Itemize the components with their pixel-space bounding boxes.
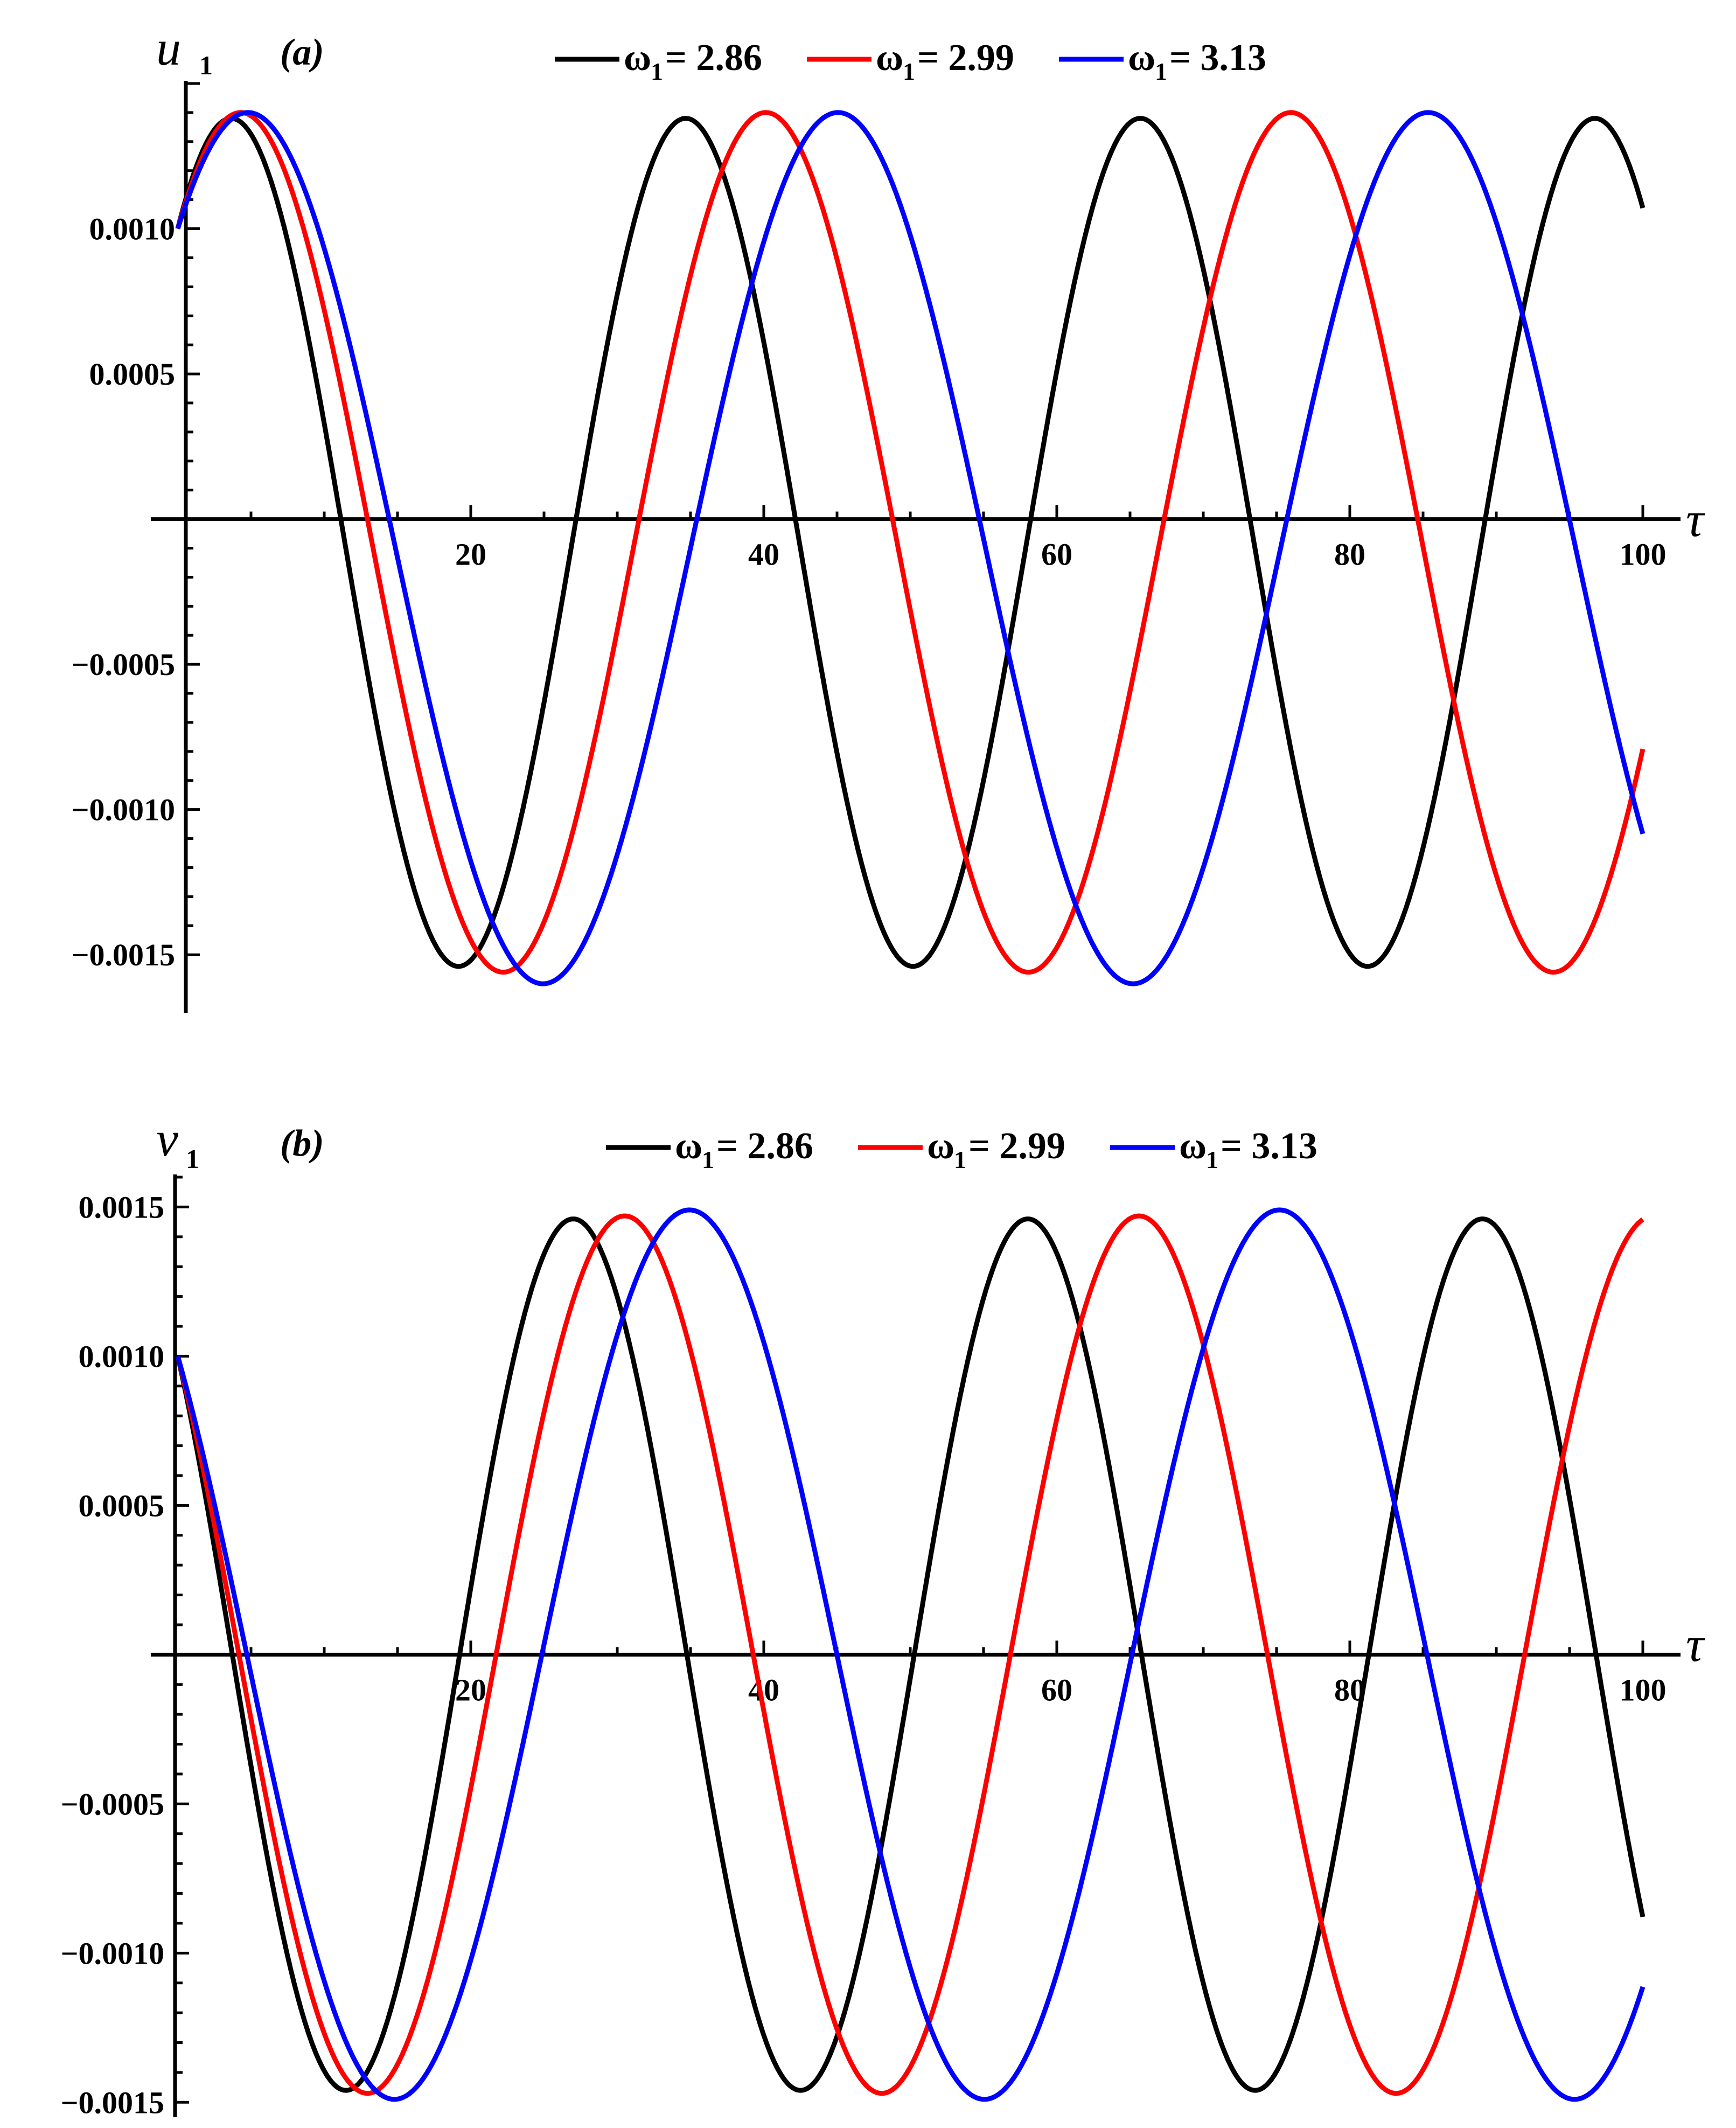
b-x-tick-label: 100 — [1620, 1672, 1667, 1707]
a-legend-subscript: 1 — [903, 58, 915, 85]
a-legend-subscript: 1 — [1155, 58, 1167, 85]
a-legend-subscript: 1 — [651, 58, 663, 85]
a-x-tick-label: 40 — [748, 537, 779, 572]
b-y-tick-label: −0.0015 — [60, 2085, 164, 2120]
panel-b-ylabel: v — [156, 1111, 178, 1166]
panel-b-plot: (b) v 1 τ 20 40 60 80 100 0.00150.00100.0005… — [60, 1111, 1705, 2120]
b-legend-symbol: ω — [675, 1125, 702, 1167]
a-legend-value: = 3.13 — [1169, 37, 1266, 79]
a-x-tick-label: 100 — [1620, 537, 1667, 572]
a-series-line-2 — [175, 110, 1646, 975]
a-y-tick-label: −0.0015 — [71, 937, 175, 972]
b-y-tick-label: −0.0010 — [60, 1936, 164, 1971]
a-x-tick-label: 80 — [1334, 537, 1365, 572]
b-legend-subscript: 1 — [1206, 1146, 1218, 1173]
b-y-tick-label: 0.0015 — [79, 1190, 165, 1225]
panel-a-legend: ω1 = 2.86 ω1 = 2.99 ω1 = 3.13 — [555, 37, 1266, 85]
b-series-line-3 — [175, 1207, 1646, 2102]
b-legend-item-3: ω1 = 3.13 — [1110, 1125, 1317, 1173]
a-series-line-3 — [175, 110, 1646, 986]
b-legend-item-2: ω1 = 2.99 — [858, 1125, 1065, 1173]
panel-b-legend: ω1 = 2.86 ω1 = 2.99 ω1 = 3.13 — [606, 1125, 1317, 1173]
b-series-line-1 — [175, 1216, 1646, 2093]
a-legend-item-3: ω1 = 3.13 — [1059, 37, 1266, 85]
panel-a-label: (a) — [280, 32, 324, 73]
panel-b-xlabel: τ — [1686, 1617, 1705, 1672]
panel-b-ylabel-subscript: 1 — [186, 1144, 199, 1174]
a-legend-symbol: ω — [876, 37, 903, 79]
b-y-tick-label: 0.0010 — [79, 1339, 165, 1374]
b-legend-subscript: 1 — [954, 1146, 966, 1173]
panel-a-ylabel: u — [156, 20, 181, 75]
b-series-line-2 — [175, 1213, 1644, 2096]
a-legend-value: = 2.99 — [917, 37, 1014, 79]
b-legend-subscript: 1 — [702, 1146, 714, 1173]
b-legend-symbol: ω — [927, 1125, 954, 1167]
b-y-tick-label: −0.0005 — [60, 1786, 164, 1821]
a-y-tick-label: 0.0010 — [89, 212, 176, 247]
a-legend-value: = 2.86 — [665, 37, 762, 79]
b-y-tick-label: 0.0005 — [79, 1488, 165, 1523]
a-legend-symbol: ω — [624, 37, 651, 79]
b-legend-item-1: ω1 = 2.86 — [606, 1125, 813, 1173]
panel-a-xlabel: τ — [1686, 492, 1705, 547]
a-legend-symbol: ω — [1128, 37, 1155, 79]
b-x-tick-label: 20 — [455, 1672, 486, 1707]
a-y-tick-label: 0.0005 — [89, 357, 176, 392]
b-legend-value: = 2.99 — [968, 1125, 1065, 1167]
a-x-tick-label: 60 — [1041, 537, 1072, 572]
a-legend-item-2: ω1 = 2.99 — [807, 37, 1014, 85]
b-legend-value: = 2.86 — [716, 1125, 813, 1167]
a-series-line-1 — [175, 116, 1646, 969]
panel-b-label: (b) — [280, 1123, 324, 1164]
b-legend-value: = 3.13 — [1221, 1125, 1317, 1167]
panel-a-ylabel-subscript: 1 — [199, 50, 213, 80]
a-y-tick-label: −0.0010 — [71, 792, 175, 827]
a-y-tick-label: −0.0005 — [71, 647, 175, 682]
b-x-tick-label: 60 — [1041, 1672, 1072, 1707]
b-legend-symbol: ω — [1179, 1125, 1207, 1167]
a-x-tick-label: 20 — [455, 537, 486, 572]
panel-a-plot: (a) u 1 τ 20 40 60 80 100 0.0010 0.0005 −0.000… — [71, 20, 1705, 1013]
a-legend-item-1: ω1 = 2.86 — [555, 37, 762, 85]
